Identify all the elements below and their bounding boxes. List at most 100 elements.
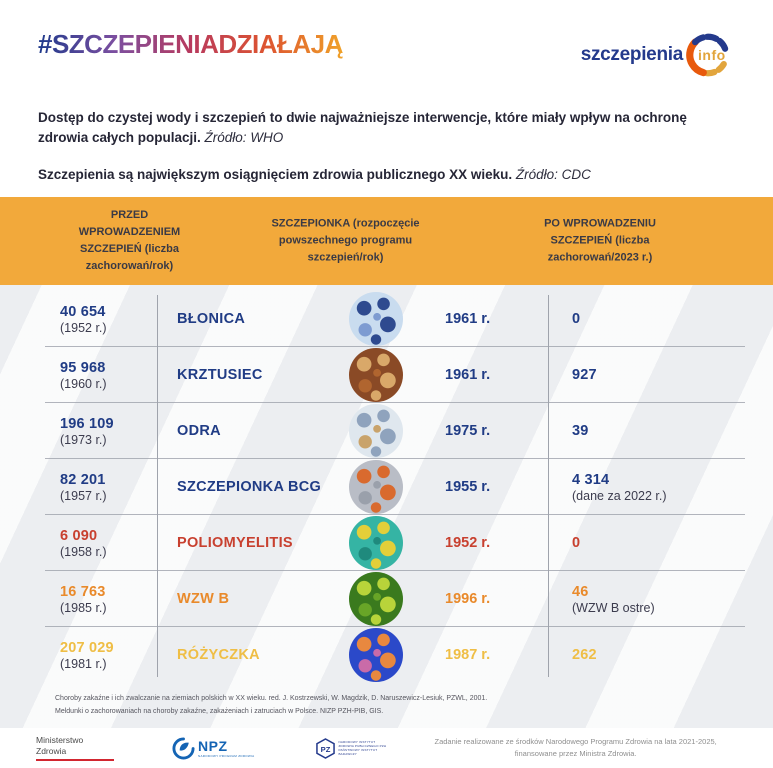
brand-ring-icon: info [685,32,731,78]
column-divider-left [157,295,158,677]
cases-after-cell: 0 [548,311,773,328]
table-body: 40 654 (1952 r.) BŁONICA 1961 r. 0 95 96… [0,285,773,683]
microscopy-cell [345,572,407,626]
disease-name: RÓŻYCZKA [177,647,260,663]
cases-before-year: (1957 r.) [60,488,107,503]
column-divider-right [548,295,549,677]
cases-after-value: 39 [572,422,589,439]
source-cdc: Źródło: CDC [515,166,591,182]
disease-name: KRZTUSIEC [177,367,263,383]
cases-after-cell: 262 [548,647,773,664]
footnote-2: Meldunki o zachorowaniach na choroby zak… [55,708,384,716]
cases-before-cell: 82 201 (1957 r.) [0,472,157,503]
rubella-micrograph-image [349,628,403,682]
npz-subtitle: NARODOWY PROGRAM ZDROWIA [198,753,255,758]
brand-name-text: szczepienia [580,44,684,65]
vaccine-year: 1961 r. [445,311,491,327]
polio-micrograph-image [349,516,403,570]
cases-before-year: (1952 r.) [60,320,107,335]
tuberculosis-micrograph-image [349,460,403,514]
table-row-poliomyelitis: 6 090 (1958 r.) POLIOMYELITIS 1952 r. 0 [0,515,773,571]
cases-before-cell: 40 654 (1952 r.) [0,304,157,335]
disease-name: SZCZEPIONKA BCG [177,479,322,495]
source-who: Źródło: WHO [204,130,284,146]
npz-logo: NPZ NARODOWY PROGRAM ZDROWIA [172,736,254,760]
table-row-wzw-b: 16 763 (1985 r.) WZW B 1996 r. 46 (WZW B… [0,571,773,627]
cases-before-year: (1960 r.) [60,376,107,391]
column-header-vaccine: SZCZEPIONKA (rozpoczęcie powszechnego pr… [271,217,420,264]
cases-after-value: 4 314 [572,471,610,488]
cases-before-value: 40 654 [60,303,106,320]
cases-after-cell: 39 [548,423,773,440]
cases-after-value: 0 [572,534,581,551]
diphtheria-micrograph-image [349,292,403,346]
pzh-hexagon-icon: PZ [316,737,336,759]
polish-flag-underline [36,758,114,761]
table-row-blonica: 40 654 (1952 r.) BŁONICA 1961 r. 0 [0,291,773,347]
table-row-bcg: 82 201 (1957 r.) SZCZEPIONKA BCG 1955 r.… [0,459,773,515]
npz-name: NPZ [198,737,228,754]
ministry-of-health-logo: Ministerstwo Zdrowia [36,735,114,761]
column-header-after: PO WPROWADZENIU SZCZEPIEŃ (liczba zachor… [544,217,656,264]
footnotes: Choroby zakaźne i ich zwalczanie na ziem… [55,692,773,719]
pertussis-micrograph-image [349,348,403,402]
footer-bar: Ministerstwo Zdrowia NPZ NARODOWY PROGRA… [0,728,773,768]
cases-before-value: 95 968 [60,359,106,376]
cases-before-cell: 196 109 (1973 r.) [0,416,157,447]
top-section: #SZCZEPIENIADZIAŁAJĄ szczepienia info Do… [0,0,773,197]
column-header-before: PRZED WPROWADZENIEM SZCZEPIEŃ (liczba za… [78,208,181,273]
cases-after-cell: 4 314 (dane za 2022 r.) [548,472,773,503]
cases-before-value: 196 109 [60,415,114,432]
cases-before-value: 82 201 [60,471,106,488]
pzh-line4: BADAWCZY [338,752,357,757]
vaccine-year: 1961 r. [445,367,491,383]
hashtag-title: #SZCZEPIENIADZIAŁAJĄ [38,29,343,59]
microscopy-cell [345,460,407,514]
cases-after-note: (dane za 2022 r.) [572,488,667,503]
funding-line2: finansowane przez Ministra Zdrowia. [514,749,637,758]
cases-after-cell: 0 [548,535,773,552]
cases-before-cell: 95 968 (1960 r.) [0,360,157,391]
vaccine-year: 1996 r. [445,591,491,607]
cases-after-value: 927 [572,366,597,383]
pzh-line2: ZDROWIA PUBLICZNEGO PZH [338,743,387,748]
cases-after-value: 262 [572,646,597,663]
footnote-1: Choroby zakaźne i ich zwalczanie na ziem… [55,695,488,702]
npz-swoosh-icon [172,736,195,760]
microscopy-cell [345,516,407,570]
funding-note: Zadanie realizowane ze środków Narodoweg… [386,736,745,760]
microscopy-cell [345,348,407,402]
szczepienia-info-logo: szczepienia info [581,32,731,78]
svg-text:PZ: PZ [321,744,331,753]
cases-before-value: 6 090 [60,527,98,544]
pzh-text: NARODOWY INSTYTUT ZDROWIA PUBLICZNEGO PZ… [338,740,386,757]
cases-before-cell: 16 763 (1985 r.) [0,584,157,615]
pzh-line3: PAŃSTWOWY INSTYTUT [338,748,378,752]
disease-name: WZW B [177,591,230,607]
hepatitis-b-micrograph-image [349,572,403,626]
cases-before-year: (1985 r.) [60,600,107,615]
vaccine-year: 1975 r. [445,423,491,439]
pzh-line1: NARODOWY INSTYTUT [338,739,376,744]
brand-info-text: info [698,47,726,63]
title-row: #SZCZEPIENIADZIAŁAJĄ szczepienia info [38,30,733,78]
vaccination-table-section: PRZED WPROWADZENIEM SZCZEPIEŃ (liczba za… [0,197,773,728]
cases-before-year: (1973 r.) [60,432,107,447]
cases-before-cell: 6 090 (1958 r.) [0,528,157,559]
disease-name: POLIOMYELITIS [177,535,293,551]
ministry-line1: Ministerstwo [36,735,84,746]
cases-before-value: 16 763 [60,583,106,600]
vaccine-year: 1952 r. [445,535,491,551]
disease-name: BŁONICA [177,311,246,327]
segmented-ring-icon [686,33,730,77]
table-row-odra: 196 109 (1973 r.) ODRA 1975 r. 39 [0,403,773,459]
funding-line1: Zadanie realizowane ze środków Narodoweg… [434,737,717,746]
table-row-krztusiec: 95 968 (1960 r.) KRZTUSIEC 1961 r. 927 [0,347,773,403]
intro-p2-text: Szczepienia są największym osiągnięciem … [38,166,516,182]
disease-name: ODRA [177,423,221,439]
cases-after-cell: 927 [548,367,773,384]
cases-after-value: 46 [572,583,589,600]
ministry-line2: Zdrowia [36,745,67,756]
npz-text: NPZ NARODOWY PROGRAM ZDROWIA [198,739,254,758]
